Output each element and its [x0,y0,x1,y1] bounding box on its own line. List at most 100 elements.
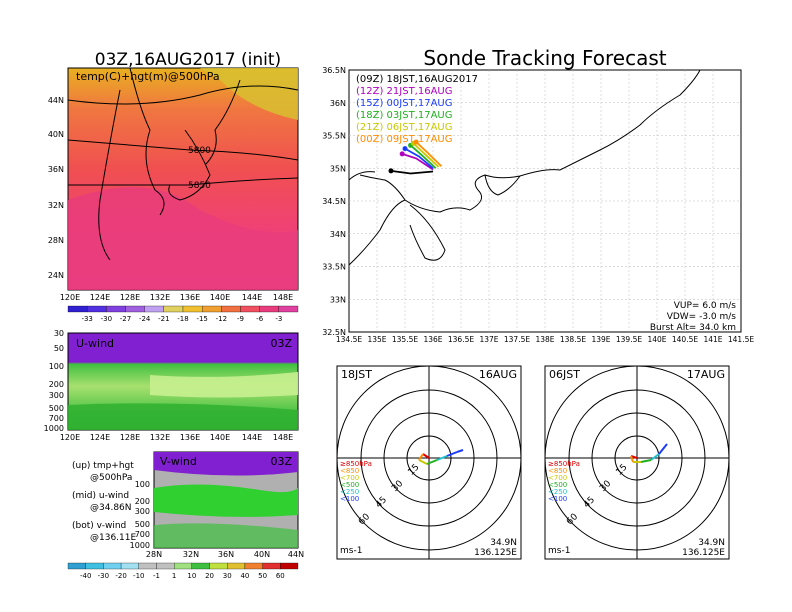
colorbar-label: 10 [187,572,196,580]
lon-tick: 136E [180,433,200,442]
hodograph-06jst: 06JST 17AUG34.9N136.125Ems-115304560≥850h… [544,365,730,560]
u-wind-panel: U-wind 03Z 30 50 100 200 300 500 700 100… [44,329,299,442]
lon-tick: 140E [210,293,230,302]
track-legend: (09Z) 18JST,16AUG2017 (12Z) 21JST,16AUG … [356,74,478,145]
colorbar-swatch [138,562,157,570]
contour-label-5800: 5800 [188,146,211,156]
lon-tick: 134.5E [336,335,362,344]
hodograph-trace [658,443,668,455]
lon-tick: 140.5E [672,335,698,344]
lat-tick: 35.5N [322,132,346,141]
hodograph-trace [630,455,634,463]
p-tick: 200 [135,497,150,506]
hodograph-trace [436,455,448,461]
hodograph-trace [418,459,428,465]
lon-tick: 140E [210,433,230,442]
colorbar-label: 20 [205,572,214,580]
lat-tick: 35N [330,164,346,173]
colorbar-label: -20 [115,572,126,580]
map-lat-ticks: 44N 40N 36N 32N 28N 24N [48,96,64,280]
note-bot: (bot) v-wind [72,521,126,531]
hodograph-level-legend: <500 [340,481,359,489]
colorbar-swatch [125,305,145,313]
hodograph-trace [422,453,430,459]
lon-tick: 135.5E [392,335,418,344]
panel-legend-notes: (up) tmp+hgt @500hPa (mid) u-wind @34.86… [72,461,136,543]
colorbar-swatch [191,562,210,570]
hodograph-trace [640,459,652,463]
u-wind-p-ticks: 30 50 100 200 300 500 700 1000 [44,329,64,433]
v-wind-time: 03Z [270,455,292,468]
lat-tick: 36N [218,550,234,559]
hodograph-level-legend: <100 [340,495,359,503]
lon-tick: 138.5E [560,335,586,344]
map-panel-label: temp(C)+hgt(m)@500hPa [76,70,220,83]
map-contour-upper [67,85,299,105]
lat-tick: 36N [48,165,64,174]
lat-tick: 36.5N [322,66,346,75]
v-wind-green-region [154,484,298,517]
map-contour-5850 [67,177,299,186]
note-up: (up) tmp+hgt [72,461,134,471]
colorbar-swatch [262,562,281,570]
track-legend-item: (15Z) 00JST,17AUG [356,98,453,109]
colorbar-label: -21 [158,315,169,323]
lon-tick: 138E [535,335,554,344]
hodograph-lon: 136.125E [474,548,517,558]
hodograph-level-legend: <500 [548,481,567,489]
lon-tick: 140E [647,335,666,344]
lat-tick: 32N [48,201,64,210]
p-tick: 1000 [130,541,150,550]
lon-tick: 139.5E [616,335,642,344]
param-vup: VUP= 6.0 m/s [674,301,737,311]
track-coastline [348,69,701,266]
lon-tick: 124E [90,433,110,442]
colorbar-label: -9 [237,315,244,323]
hodograph-trace [426,459,438,465]
track-burst-point [399,151,405,157]
hodograph-lon: 136.125E [682,548,725,558]
lat-tick: 28N [146,550,162,559]
track-burst-point [402,146,408,152]
colorbar-swatch [87,305,107,313]
lat-tick: 33N [330,295,346,304]
colorbar-swatch [202,305,222,313]
colorbar-swatch [174,562,192,570]
right-title: Sonde Tracking Forecast [423,46,666,70]
u-wind-lower-band [68,403,298,430]
hodograph-lat: 34.9N [490,538,517,548]
p-tick: 100 [135,480,150,489]
map-contour-5800 [67,139,299,161]
note-mid: (mid) u-wind [72,491,129,501]
lon-tick: 136E [180,293,200,302]
param-burst: Burst Alt= 34.0 km [650,323,736,333]
track-line [401,152,434,171]
track-map-grid: 134.5E 135E 135.5E 136E 136.5E 137E 137.5E 138E… [322,66,754,344]
track-legend-item: (09Z) 18JST,16AUG2017 [356,74,478,85]
p-tick: 30 [54,329,64,338]
v-wind-p-ticks: 100 200 300 500 700 1000 [130,480,150,550]
v-wind-purple-region [154,452,298,476]
lat-tick: 32.5N [322,328,346,337]
lon-tick: 132E [150,433,170,442]
hodograph-date: 16AUG [479,368,517,381]
colorbar-label: -12 [216,315,227,323]
u-wind-lon-ticks: 120E 124E 128E 132E 136E 140E 144E 148E [60,433,293,442]
hodograph-level-legend: <700 [548,474,567,482]
lat-tick: 34N [330,230,346,239]
lat-tick: 28N [48,236,64,245]
colorbar-swatch [103,562,122,570]
lat-tick: 44N [288,550,304,559]
lat-tick: 44N [48,96,64,105]
colorbar-swatch [280,562,299,570]
p-tick: 700 [49,414,64,423]
hodograph-time: 06JST [549,368,580,381]
lon-tick: 141.5E [728,335,754,344]
lon-tick: 128E [120,293,140,302]
track-burst-point [413,139,419,145]
hodograph-trace [650,453,660,461]
param-vdw: VDW= -3.0 m/s [667,312,737,322]
lon-tick: 124E [90,293,110,302]
track-legend-item: (12Z) 21JST,16AUG [356,86,453,97]
